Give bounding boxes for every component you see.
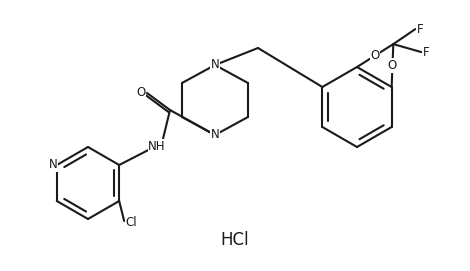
Text: N: N [211, 59, 219, 72]
Text: Cl: Cl [125, 217, 137, 230]
Text: O: O [370, 49, 380, 62]
Text: HCl: HCl [221, 231, 249, 249]
Text: N: N [48, 159, 57, 172]
Text: O: O [388, 59, 397, 72]
Text: O: O [136, 86, 146, 99]
Text: N: N [211, 128, 219, 141]
Text: F: F [417, 22, 423, 36]
Text: F: F [423, 46, 430, 59]
Text: NH: NH [148, 140, 166, 153]
